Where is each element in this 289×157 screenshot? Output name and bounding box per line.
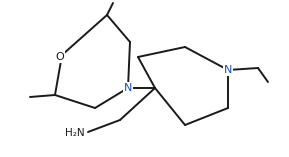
Text: N: N xyxy=(124,83,132,93)
Text: O: O xyxy=(55,52,64,62)
Text: N: N xyxy=(224,65,232,75)
Text: H₂N: H₂N xyxy=(65,128,85,138)
